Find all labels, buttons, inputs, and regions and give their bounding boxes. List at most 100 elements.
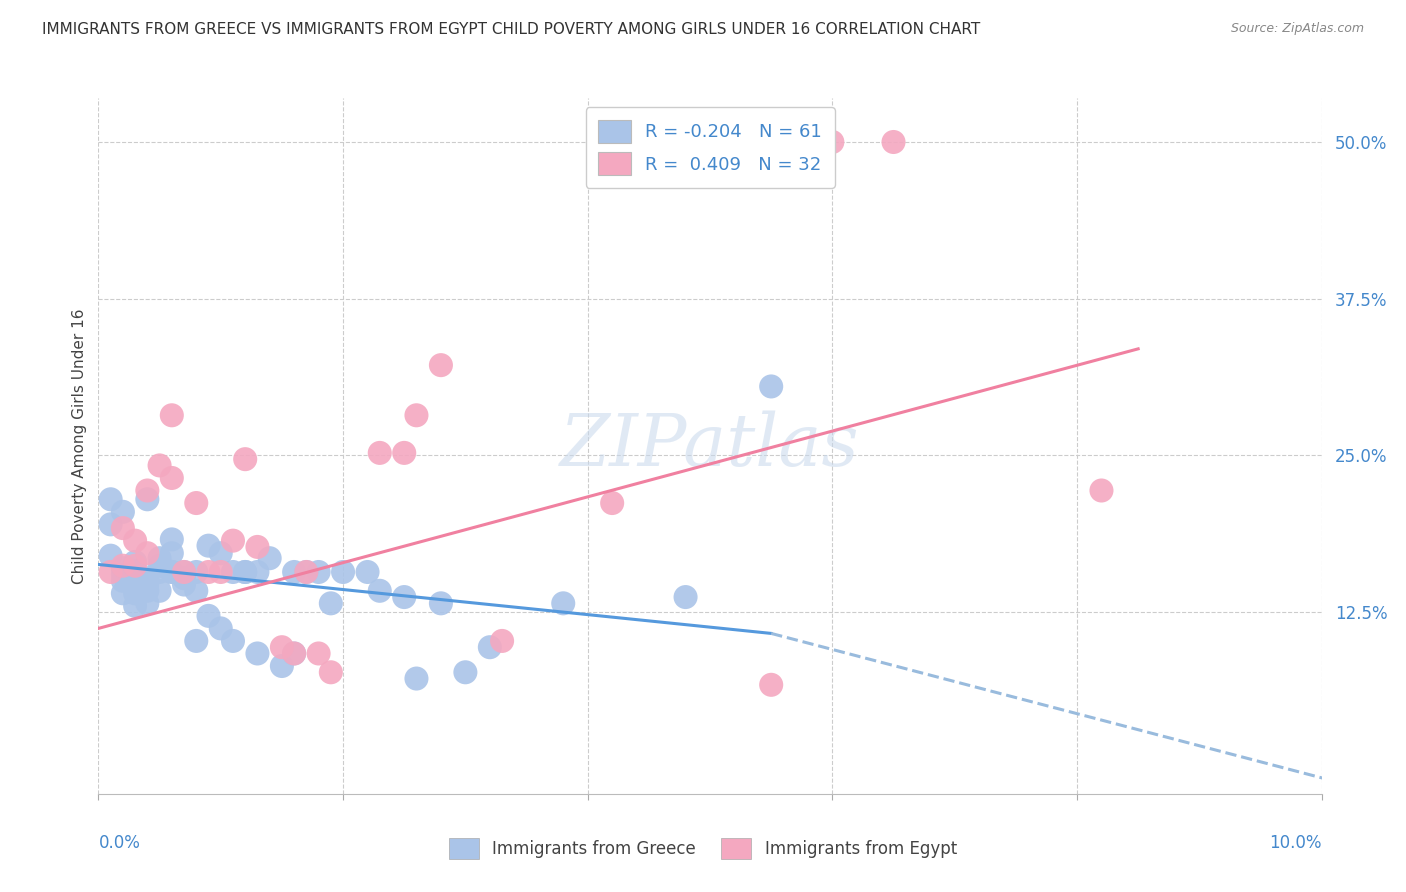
Point — [283, 647, 305, 661]
Point — [270, 659, 292, 673]
Point — [173, 571, 195, 585]
Point — [283, 647, 305, 661]
Point — [100, 517, 122, 532]
Point — [222, 565, 245, 579]
Point — [222, 634, 245, 648]
Point — [160, 565, 183, 579]
Point — [111, 574, 134, 588]
Point — [136, 483, 159, 498]
Point — [246, 647, 269, 661]
Point — [246, 565, 269, 579]
Point — [356, 565, 378, 579]
Point — [233, 452, 256, 467]
Point — [405, 409, 427, 423]
Point — [308, 565, 330, 579]
Point — [100, 565, 122, 579]
Point — [246, 540, 269, 554]
Point — [149, 583, 172, 598]
Point — [124, 571, 146, 585]
Point — [295, 565, 318, 579]
Point — [160, 546, 183, 560]
Legend: R = -0.204   N = 61, R =  0.409   N = 32: R = -0.204 N = 61, R = 0.409 N = 32 — [585, 107, 835, 188]
Point — [136, 571, 159, 585]
Point — [209, 565, 232, 579]
Text: Source: ZipAtlas.com: Source: ZipAtlas.com — [1230, 22, 1364, 36]
Point — [186, 565, 208, 579]
Point — [392, 590, 416, 604]
Point — [111, 558, 134, 573]
Point — [600, 496, 623, 510]
Point — [209, 546, 232, 560]
Point — [160, 565, 183, 579]
Point — [124, 533, 146, 548]
Point — [173, 565, 195, 579]
Point — [491, 634, 513, 648]
Point — [173, 565, 195, 579]
Point — [883, 135, 905, 149]
Point — [136, 492, 159, 507]
Point — [136, 596, 159, 610]
Point — [821, 135, 844, 149]
Point — [136, 583, 159, 598]
Text: IMMIGRANTS FROM GREECE VS IMMIGRANTS FROM EGYPT CHILD POVERTY AMONG GIRLS UNDER : IMMIGRANTS FROM GREECE VS IMMIGRANTS FRO… — [42, 22, 980, 37]
Point — [368, 583, 391, 598]
Point — [430, 596, 453, 610]
Point — [233, 565, 256, 579]
Legend: Immigrants from Greece, Immigrants from Egypt: Immigrants from Greece, Immigrants from … — [443, 831, 963, 866]
Point — [454, 665, 477, 680]
Point — [368, 446, 391, 460]
Point — [111, 561, 134, 575]
Point — [149, 458, 172, 473]
Point — [100, 549, 122, 563]
Point — [209, 621, 232, 635]
Point — [283, 565, 305, 579]
Point — [124, 599, 146, 613]
Point — [759, 379, 782, 393]
Point — [1090, 483, 1112, 498]
Point — [197, 539, 219, 553]
Point — [319, 665, 342, 680]
Point — [149, 551, 172, 566]
Point — [270, 640, 292, 655]
Point — [124, 586, 146, 600]
Y-axis label: Child Poverty Among Girls Under 16: Child Poverty Among Girls Under 16 — [72, 309, 87, 583]
Point — [405, 672, 427, 686]
Point — [478, 640, 501, 655]
Point — [136, 546, 159, 560]
Point — [111, 521, 134, 535]
Text: ZIPatlas: ZIPatlas — [560, 410, 860, 482]
Point — [222, 533, 245, 548]
Point — [173, 577, 195, 591]
Point — [149, 558, 172, 573]
Point — [124, 564, 146, 578]
Point — [149, 565, 172, 579]
Point — [124, 576, 146, 591]
Point — [759, 678, 782, 692]
Text: 0.0%: 0.0% — [98, 834, 141, 852]
Point — [259, 551, 281, 566]
Point — [233, 565, 256, 579]
Point — [308, 647, 330, 661]
Point — [111, 567, 134, 582]
Point — [553, 596, 575, 610]
Point — [197, 565, 219, 579]
Point — [197, 608, 219, 623]
Point — [332, 565, 354, 579]
Point — [124, 555, 146, 569]
Point — [111, 505, 134, 519]
Point — [186, 583, 208, 598]
Point — [319, 596, 342, 610]
Point — [160, 533, 183, 547]
Point — [392, 446, 416, 460]
Text: 10.0%: 10.0% — [1270, 834, 1322, 852]
Point — [186, 634, 208, 648]
Point — [186, 496, 208, 510]
Point — [430, 358, 453, 372]
Point — [295, 565, 318, 579]
Point — [160, 409, 183, 423]
Point — [124, 558, 146, 573]
Point — [160, 471, 183, 485]
Point — [111, 586, 134, 600]
Point — [675, 590, 697, 604]
Point — [136, 576, 159, 591]
